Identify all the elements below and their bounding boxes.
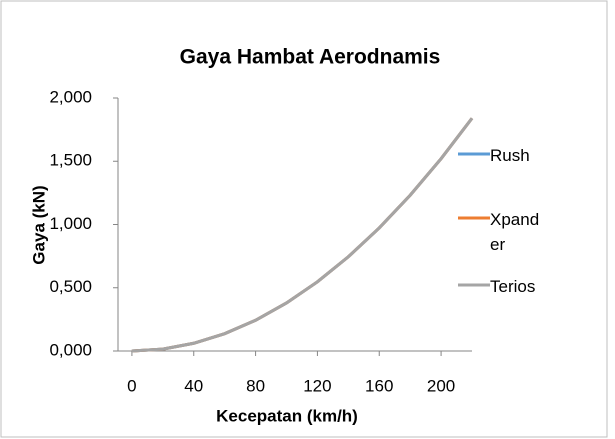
- y-axis-title: Gaya (kN): [29, 185, 48, 264]
- legend-item: Xpander: [490, 210, 540, 254]
- x-tick-label: 200: [427, 376, 455, 395]
- x-tick-label: 80: [246, 376, 265, 395]
- legend-label: Xpander: [490, 210, 540, 254]
- x-tick-label: 0: [127, 376, 136, 395]
- legend-item: Rush: [490, 146, 530, 165]
- chart-title: Gaya Hambat Aerodnamis: [180, 46, 441, 69]
- x-tick-label: 160: [365, 376, 393, 395]
- y-tick-label: 0,500: [49, 277, 92, 296]
- x-tick-label: 120: [303, 376, 331, 395]
- y-tick-label: 2,000: [49, 87, 92, 106]
- series-line: [131, 117, 474, 353]
- y-tick-label: 1,000: [49, 214, 92, 233]
- y-tick-label: 1,500: [49, 151, 92, 170]
- legend-label: Terios: [490, 277, 536, 296]
- y-tick-label: 0,000: [49, 340, 92, 359]
- legend-item: Terios: [490, 277, 536, 296]
- x-axis-title: Kecepatan (km/h): [216, 406, 358, 425]
- x-tick-label: 40: [184, 376, 203, 395]
- legend-label: Rush: [490, 146, 530, 165]
